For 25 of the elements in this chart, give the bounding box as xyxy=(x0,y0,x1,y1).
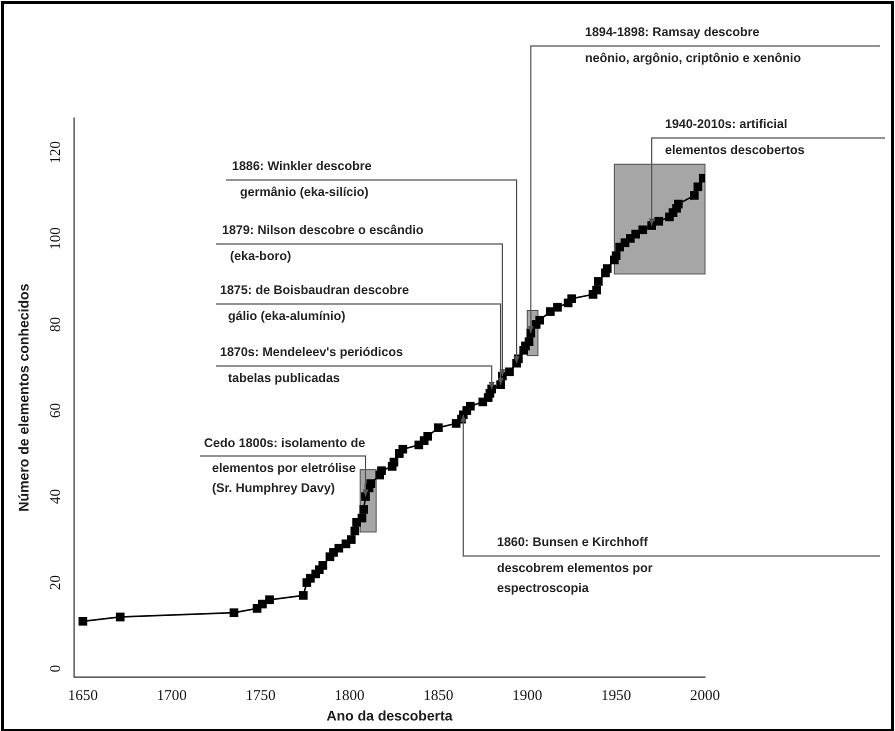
annotation: 1875: de Boisbaudran descobre gálio (eka-alumínio) xyxy=(220,283,409,323)
y-axis-title: Número de elementos conhecidos xyxy=(15,283,32,512)
y-tick-label: 0 xyxy=(48,664,64,672)
x-tick-label: 1800 xyxy=(334,688,365,704)
annotation: 1870s: Mendeleev's periódicos tabelas publicadas xyxy=(220,345,403,385)
y-tick-label: 100 xyxy=(48,227,64,250)
x-tick-label: 1750 xyxy=(246,688,276,704)
x-tick-label: 1850 xyxy=(423,688,454,704)
y-tick-label: 60 xyxy=(48,403,64,418)
x-tick-label: 1950 xyxy=(601,688,632,704)
annotation: 1860: Bunsen e Kirchhoff descobrem elementos por espectroscopia xyxy=(497,535,653,595)
y-tick-label: 20 xyxy=(48,575,64,590)
annotation: 1879: Nilson descobre o escândio (eka-boro) xyxy=(222,223,424,263)
y-tick-label: 80 xyxy=(48,316,64,332)
x-axis-title: Ano da descoberta xyxy=(326,707,453,724)
annotation: 1940-2010s: artificial elementos descobertos xyxy=(665,117,805,157)
x-tick-label: 1700 xyxy=(156,688,187,704)
annotation: 1886: Winkler descobre germânio (eka-silício) xyxy=(232,159,372,199)
x-tick-label: 1650 xyxy=(68,688,98,704)
y-tick-label: 120 xyxy=(48,141,64,164)
x-tick-label: 2000 xyxy=(690,688,720,704)
x-tick-label: 1900 xyxy=(512,688,542,704)
annotation: 1894-1898: Ramsay descobre neônio, argônio, criptônio e xenônio xyxy=(585,25,802,65)
y-tick-label: 40 xyxy=(48,489,64,504)
annotation: Cedo 1800s: isolamento de elementos por eletrólise (Sr. Humphrey Davy) xyxy=(204,436,366,495)
